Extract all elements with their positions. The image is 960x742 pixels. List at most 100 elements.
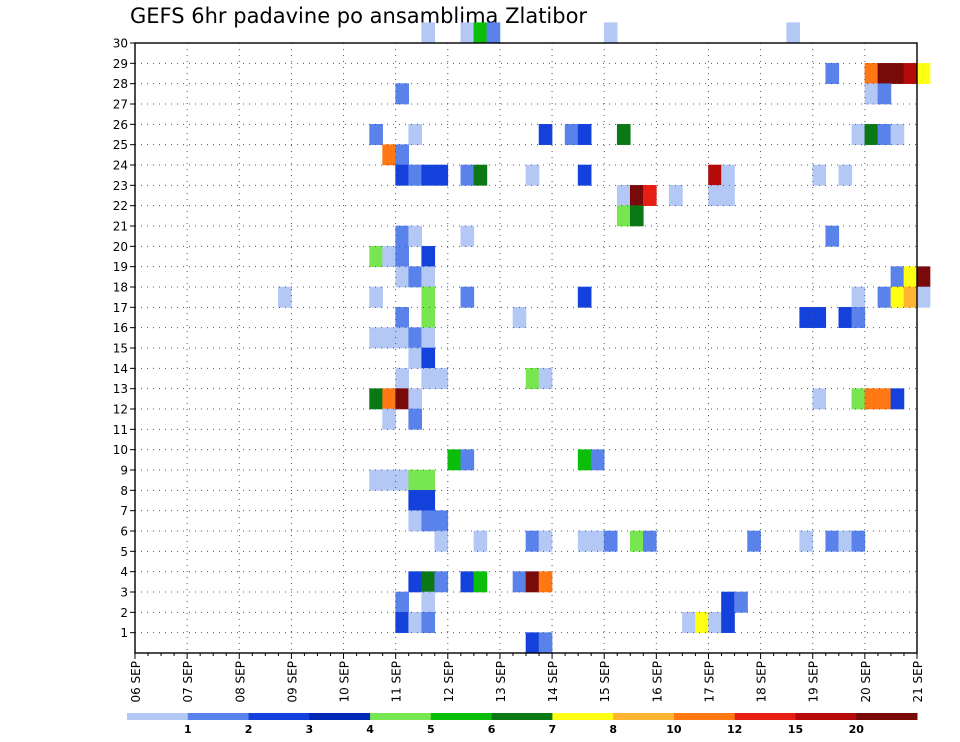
heatmap-cell xyxy=(447,449,462,471)
heatmap-cell xyxy=(460,571,475,593)
heatmap-cell xyxy=(460,164,475,186)
heatmap-cell xyxy=(812,164,827,186)
heatmap-cell xyxy=(616,185,631,206)
y-tick-label: 10 xyxy=(113,443,128,457)
heatmap-cell xyxy=(525,164,540,186)
heatmap-cell xyxy=(512,307,527,328)
heatmap-cell xyxy=(460,449,475,471)
heatmap-cell xyxy=(421,612,436,633)
heatmap-cell xyxy=(395,246,409,267)
legend-swatch xyxy=(309,713,371,720)
heatmap-cell xyxy=(369,388,383,410)
heatmap-cell xyxy=(643,530,657,552)
y-tick-label: 8 xyxy=(120,484,128,498)
heatmap-cell xyxy=(708,185,722,206)
legend-label: 15 xyxy=(788,723,803,736)
heatmap-cell xyxy=(538,124,553,145)
heatmap-cell xyxy=(421,266,436,288)
legend-label: 20 xyxy=(849,723,865,736)
heatmap-cell xyxy=(408,388,423,410)
heatmap-cell xyxy=(395,144,409,166)
heatmap-cell xyxy=(473,530,488,552)
heatmap-cell xyxy=(408,408,423,430)
heatmap-cell xyxy=(421,307,436,328)
y-tick-label: 9 xyxy=(120,464,128,478)
y-tick-label: 28 xyxy=(113,77,128,91)
x-tick-label: 20 SEP xyxy=(859,661,873,703)
heatmap-cell xyxy=(838,307,853,328)
heatmap-cell xyxy=(616,205,631,227)
heatmap-cell xyxy=(369,286,383,308)
legend-swatch xyxy=(430,713,493,720)
heatmap-cell xyxy=(460,22,475,44)
heatmap-cell xyxy=(473,571,488,593)
heatmap-cell xyxy=(434,530,449,552)
legend-label: 1 xyxy=(184,723,192,736)
heatmap-cell xyxy=(890,286,905,308)
heatmap-cell xyxy=(708,164,722,186)
heatmap-cell xyxy=(838,164,853,186)
heatmap-cell xyxy=(512,571,527,593)
heatmap-cell xyxy=(395,469,409,491)
heatmap-cell xyxy=(395,591,409,613)
heatmap-cell xyxy=(473,22,488,44)
heatmap-cell xyxy=(864,124,879,145)
x-tick-label: 18 SEP xyxy=(755,661,769,703)
heatmap-cell xyxy=(434,368,449,389)
heatmap-cell xyxy=(603,22,618,44)
heatmap-cell xyxy=(421,347,436,369)
legend-swatch xyxy=(491,713,553,720)
heatmap-cell xyxy=(916,266,931,288)
heatmap-cell xyxy=(590,449,605,471)
heatmap-cell xyxy=(825,63,840,84)
heatmap-cell xyxy=(799,307,814,328)
x-tick-label: 13 SEP xyxy=(494,661,508,703)
legend-swatch xyxy=(734,713,796,720)
heatmap-cell xyxy=(721,185,735,206)
heatmap-cell xyxy=(851,307,866,328)
y-tick-label: 25 xyxy=(113,138,128,152)
heatmap-cell xyxy=(708,612,722,633)
heatmap-cell xyxy=(812,388,827,410)
heatmap-cell xyxy=(721,164,735,186)
heatmap-cell xyxy=(421,246,436,267)
y-tick-label: 29 xyxy=(113,57,128,71)
heatmap-cell xyxy=(382,469,396,491)
heatmap-cell xyxy=(382,327,396,349)
heatmap-cell xyxy=(903,286,918,308)
x-tick-label: 14 SEP xyxy=(546,661,560,703)
heatmap-cell xyxy=(421,490,436,511)
y-tick-label: 23 xyxy=(113,179,128,193)
legend-label: 5 xyxy=(427,723,435,736)
heatmap-cell xyxy=(577,124,592,145)
y-tick-label: 16 xyxy=(113,321,128,335)
y-tick-label: 30 xyxy=(113,37,128,51)
heatmap-cell xyxy=(721,612,735,633)
heatmap-cell xyxy=(408,571,423,593)
heatmap-cell xyxy=(682,612,696,633)
y-tick-label: 3 xyxy=(120,586,128,600)
y-tick-label: 27 xyxy=(113,98,128,112)
heatmap-cell xyxy=(838,530,853,552)
legend-label: 12 xyxy=(727,723,742,736)
x-tick-label: 21 SEP xyxy=(911,661,925,703)
x-tick-label: 17 SEP xyxy=(702,661,716,703)
heatmap-cell xyxy=(408,164,423,186)
heatmap-cell xyxy=(408,327,423,349)
color-legend: 1 2 3 4 5 6 7 8 10 12 15 20 xyxy=(127,713,918,736)
heatmap-cell xyxy=(916,63,931,84)
x-tick-label: 08 SEP xyxy=(233,661,247,703)
x-tick-label: 09 SEP xyxy=(285,661,299,703)
heatmap-cell xyxy=(525,632,540,654)
heatmap-cell xyxy=(395,225,409,247)
heatmap-cell xyxy=(421,327,436,349)
heatmap-cell xyxy=(603,530,618,552)
y-tick-label: 7 xyxy=(120,504,128,518)
heatmap-cell xyxy=(864,388,879,410)
heatmap-cell xyxy=(564,124,579,145)
heatmap-cell xyxy=(799,530,814,552)
heatmap-cell xyxy=(616,124,631,145)
y-tick-label: 13 xyxy=(113,382,128,396)
heatmap-cell xyxy=(851,124,866,145)
x-axis: 06 SEP 07 SEP 08 SEP 09 SEP 10 SEP 11 SEP 12 S… xyxy=(129,653,925,703)
